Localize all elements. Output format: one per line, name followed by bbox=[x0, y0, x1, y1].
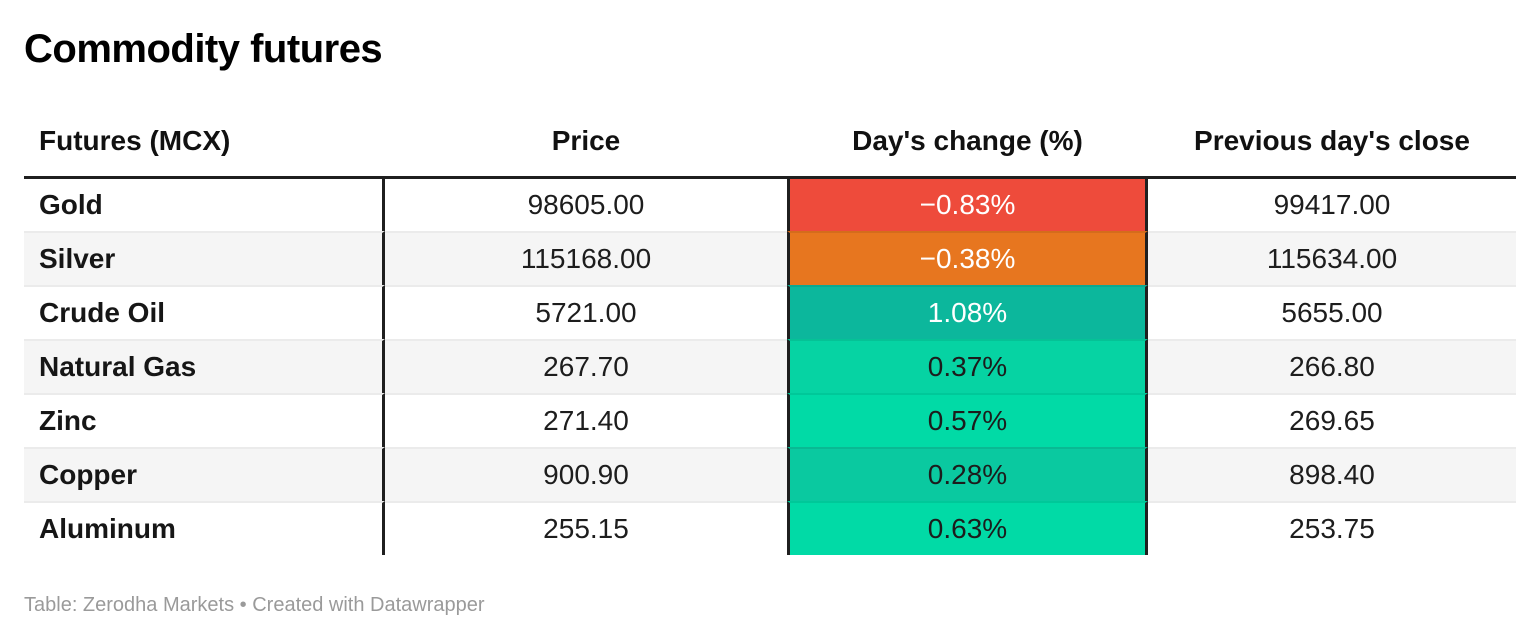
price-cell: 115168.00 bbox=[385, 231, 787, 285]
datawrapper-table-page: Commodity futures Futures (MCX) Price Da… bbox=[24, 27, 1516, 616]
column-header-days-change: Day's change (%) bbox=[787, 72, 1148, 179]
table-row: Gold 98605.00 −0.83% 99417.00 bbox=[24, 179, 1516, 231]
table-row: Copper 900.90 0.28% 898.40 bbox=[24, 447, 1516, 501]
change-cell: 0.63% bbox=[787, 501, 1148, 555]
futures-name-cell: Zinc bbox=[24, 393, 385, 447]
futures-name-cell: Crude Oil bbox=[24, 285, 385, 339]
commodity-futures-table: Futures (MCX) Price Day's change (%) Pre… bbox=[24, 72, 1516, 555]
change-cell: −0.83% bbox=[787, 179, 1148, 231]
change-cell: 0.28% bbox=[787, 447, 1148, 501]
table-row: Natural Gas 267.70 0.37% 266.80 bbox=[24, 339, 1516, 393]
footer-attribution: Table: Zerodha Markets • Created with Da… bbox=[24, 594, 485, 616]
prev-close-cell: 99417.00 bbox=[1273, 189, 1391, 220]
prev-close-cell: 253.75 bbox=[1148, 501, 1516, 555]
table-header: Futures (MCX) Price Day's change (%) Pre… bbox=[24, 72, 1516, 179]
price-cell: 98605.00 bbox=[527, 189, 645, 220]
prev-close-cell: 266.80 bbox=[1148, 339, 1516, 393]
table-row: Crude Oil 5721.00 1.08% 5655.00 bbox=[24, 285, 1516, 339]
prev-close-cell: 115634.00 bbox=[1148, 231, 1516, 285]
futures-name-cell: Natural Gas bbox=[24, 339, 385, 393]
column-header-prev-close: Previous day's close bbox=[1148, 72, 1516, 179]
table-row: Aluminum 255.15 0.63% 253.75 bbox=[24, 501, 1516, 555]
column-header-price: Price bbox=[385, 72, 787, 179]
price-cell: 267.70 bbox=[385, 339, 787, 393]
table-row: Silver 115168.00 −0.38% 115634.00 bbox=[24, 231, 1516, 285]
column-header-futures: Futures (MCX) bbox=[24, 72, 385, 179]
price-cell: 5721.00 bbox=[385, 285, 787, 339]
price-cell: 271.40 bbox=[385, 393, 787, 447]
table-row: Zinc 271.40 0.57% 269.65 bbox=[24, 393, 1516, 447]
prev-close-cell: 5655.00 bbox=[1148, 285, 1516, 339]
header-row: Futures (MCX) Price Day's change (%) Pre… bbox=[24, 72, 1516, 179]
price-cell: 900.90 bbox=[385, 447, 787, 501]
prev-close-cell: 269.65 bbox=[1148, 393, 1516, 447]
futures-name-cell: Aluminum bbox=[24, 501, 385, 555]
change-cell: 0.37% bbox=[787, 339, 1148, 393]
futures-name-cell: Silver bbox=[24, 231, 385, 285]
change-cell: 1.08% bbox=[787, 285, 1148, 339]
price-cell: 255.15 bbox=[385, 501, 787, 555]
change-cell: 0.57% bbox=[787, 393, 1148, 447]
table-body: Gold 98605.00 −0.83% 99417.00 Silver 115… bbox=[24, 179, 1516, 555]
futures-name-cell: Copper bbox=[24, 447, 385, 501]
prev-close-cell: 898.40 bbox=[1148, 447, 1516, 501]
futures-name-cell: Gold bbox=[24, 179, 385, 231]
page-title: Commodity futures bbox=[24, 27, 383, 71]
change-cell: −0.38% bbox=[787, 231, 1148, 285]
